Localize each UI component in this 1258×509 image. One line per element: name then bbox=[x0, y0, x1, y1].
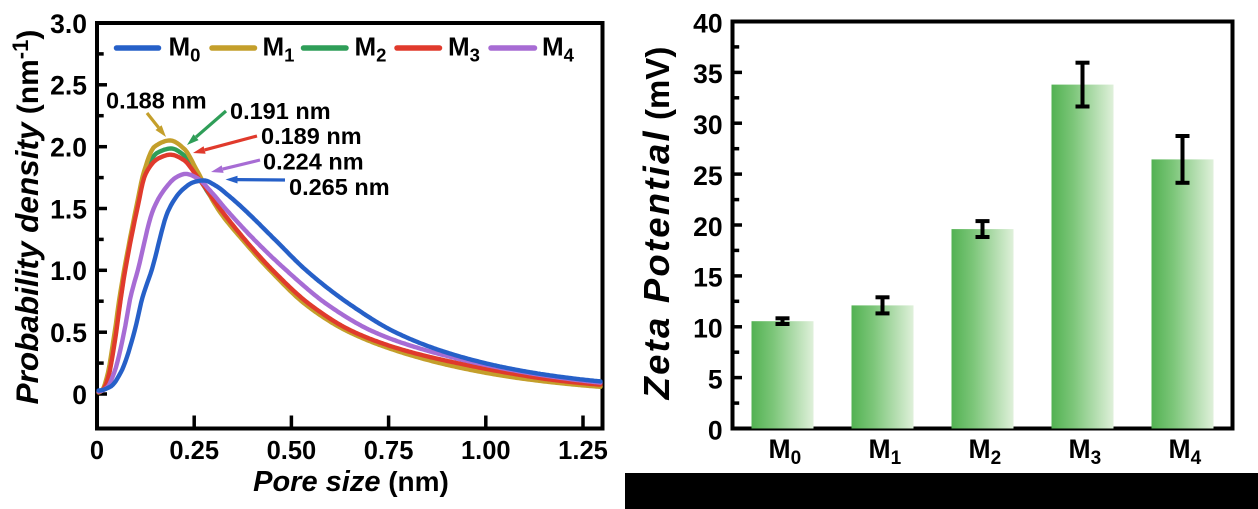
svg-text:0.191 nm: 0.191 nm bbox=[230, 98, 331, 124]
svg-text:3.0: 3.0 bbox=[50, 9, 87, 39]
svg-text:0.75: 0.75 bbox=[364, 437, 414, 465]
svg-text:35: 35 bbox=[693, 59, 722, 89]
svg-text:5: 5 bbox=[708, 364, 723, 394]
svg-text:30: 30 bbox=[693, 110, 722, 140]
svg-text:0: 0 bbox=[72, 380, 87, 410]
svg-text:Pore size (nm): Pore size (nm) bbox=[253, 466, 449, 498]
svg-text:0.50: 0.50 bbox=[267, 437, 317, 465]
svg-text:20: 20 bbox=[693, 212, 722, 242]
svg-text:25: 25 bbox=[693, 161, 722, 191]
svg-text:0.224 nm: 0.224 nm bbox=[263, 149, 364, 175]
svg-text:0.188 nm: 0.188 nm bbox=[106, 88, 207, 114]
svg-text:2.0: 2.0 bbox=[50, 133, 87, 163]
svg-text:2.5: 2.5 bbox=[50, 71, 87, 101]
svg-text:Probability density (nm-1): Probability density (nm-1) bbox=[8, 30, 45, 405]
svg-text:0: 0 bbox=[90, 437, 104, 465]
svg-text:1.5: 1.5 bbox=[50, 194, 87, 224]
svg-text:Zeta Potential (mV): Zeta Potential (mV) bbox=[636, 47, 677, 401]
svg-text:1.25: 1.25 bbox=[558, 437, 608, 465]
svg-text:1.00: 1.00 bbox=[461, 437, 511, 465]
svg-text:0.265 nm: 0.265 nm bbox=[289, 174, 390, 200]
svg-text:0: 0 bbox=[708, 415, 723, 445]
svg-text:40: 40 bbox=[693, 8, 722, 38]
svg-text:0.25: 0.25 bbox=[169, 437, 219, 465]
svg-text:0.189 nm: 0.189 nm bbox=[261, 123, 362, 149]
svg-text:0.5: 0.5 bbox=[50, 318, 87, 348]
svg-text:15: 15 bbox=[693, 263, 722, 293]
svg-text:10: 10 bbox=[693, 314, 722, 344]
svg-text:1.0: 1.0 bbox=[50, 256, 87, 286]
